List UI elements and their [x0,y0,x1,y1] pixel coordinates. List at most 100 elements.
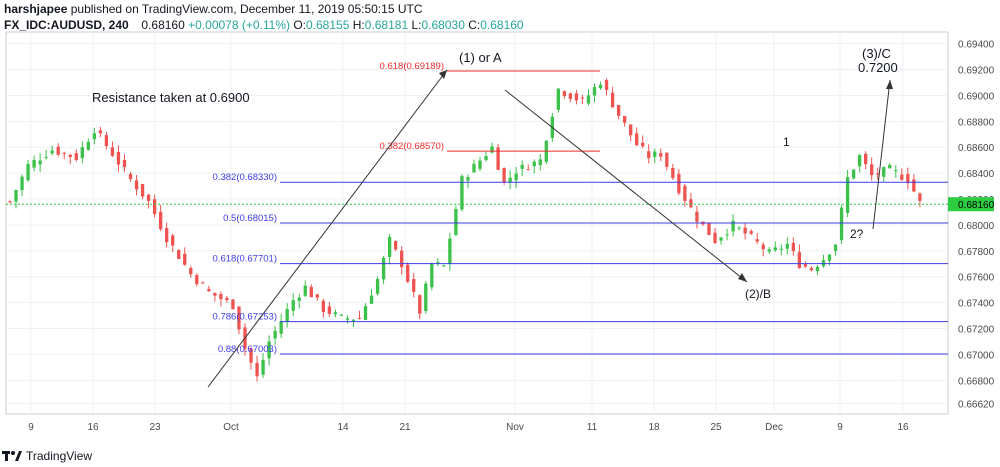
low-value: 0.68030 [421,18,465,32]
candle [351,319,356,322]
candle [665,152,669,167]
candle [430,263,434,288]
y-tick-label: 0.68600 [958,143,995,154]
candle [110,147,115,156]
annotation-resistance: Resistance taken at 0.6900 [92,90,250,105]
arrow-head-icon [439,70,447,79]
candle [713,232,717,243]
close-value: 0.68160 [480,18,524,32]
x-tick-label: Dec [765,422,783,433]
candle [785,243,789,249]
published-text: published on TradingView.com, December 1… [70,2,423,16]
x-tick-label: 18 [648,422,660,433]
candle [827,254,832,261]
candle [641,142,645,147]
x-tick-label: 21 [399,422,411,433]
candle [779,248,783,250]
candle [604,79,609,90]
candle [689,199,693,208]
y-tick-label: 0.69200 [958,66,995,77]
candle [189,267,193,275]
candle [532,161,536,167]
annotation-wave-3c: (3)/C [862,46,891,61]
candle [508,177,512,183]
candle [255,362,259,377]
fib-level-label: 0.618(0.67701) [213,254,277,265]
candle [38,160,42,165]
trend-line-projection [872,79,891,230]
x-tick-label: 14 [337,422,349,433]
ohlc-legend: FX_IDC:AUDUSD, 240 0.68160 +0.00078 (+0.… [4,17,996,34]
candle [719,237,723,241]
candle [749,231,753,234]
symbol-label[interactable]: FX_IDC:AUDUSD, 240 [4,18,129,32]
close-label: C: [468,18,481,32]
candle [20,176,24,191]
candle [158,211,163,230]
candle [864,153,868,165]
y-tick-label: 0.68800 [958,117,995,128]
y-tick-label: 0.66620 [958,400,995,411]
author-name[interactable]: harshjapee [4,2,68,16]
candle [339,314,344,316]
candle [128,174,133,180]
candle [309,286,313,298]
x-tick-label: 16 [87,422,99,433]
candle [195,275,199,285]
candle [74,153,78,160]
candle [659,153,663,157]
candle [303,285,307,296]
candle [134,180,139,190]
candle [279,321,283,334]
change-value: +0.00078 (+0.11%) [188,18,290,32]
candle [460,176,464,210]
candle [743,227,747,234]
publish-info: harshjapee published on TradingView.com,… [4,2,996,17]
candle [152,199,157,215]
candle [815,266,820,272]
candle [791,242,796,252]
candle [92,133,97,140]
candle [520,164,524,169]
candle [237,306,241,330]
y-tick-label: 0.69000 [958,91,995,102]
annotation-target: 0.7200 [858,60,898,75]
open-value: 0.68155 [306,18,350,32]
candle [671,168,675,179]
tradingview-logo-icon[interactable] [2,450,22,462]
candle [26,163,30,181]
candle [363,306,368,320]
trend-line-down [504,89,748,283]
y-tick-label: 0.67200 [958,325,995,336]
annotation-wave-1: 1 [783,135,790,149]
candle [327,306,332,314]
candle [315,294,319,298]
candle [870,164,874,176]
x-tick-label: 11 [587,422,598,433]
candle [219,293,223,300]
footer-brand[interactable]: TradingView [26,449,93,463]
candle [267,341,271,359]
candle [357,317,362,319]
candle [165,228,169,243]
candle [201,282,205,284]
chart-header: harshjapee published on TradingView.com,… [4,2,996,34]
candle [918,193,922,201]
trend-line-up [207,69,448,388]
candle [424,283,428,311]
candle [412,278,416,292]
candle [562,91,567,97]
candle [333,312,338,315]
candle [387,236,392,258]
candle [797,252,802,268]
candle [496,147,500,170]
candle [502,167,506,183]
candle [851,169,856,179]
candle [8,201,12,203]
candle [436,262,440,264]
candle [406,264,410,282]
candle [882,167,886,177]
candle [876,173,880,175]
y-tick-label: 0.67600 [958,273,995,284]
